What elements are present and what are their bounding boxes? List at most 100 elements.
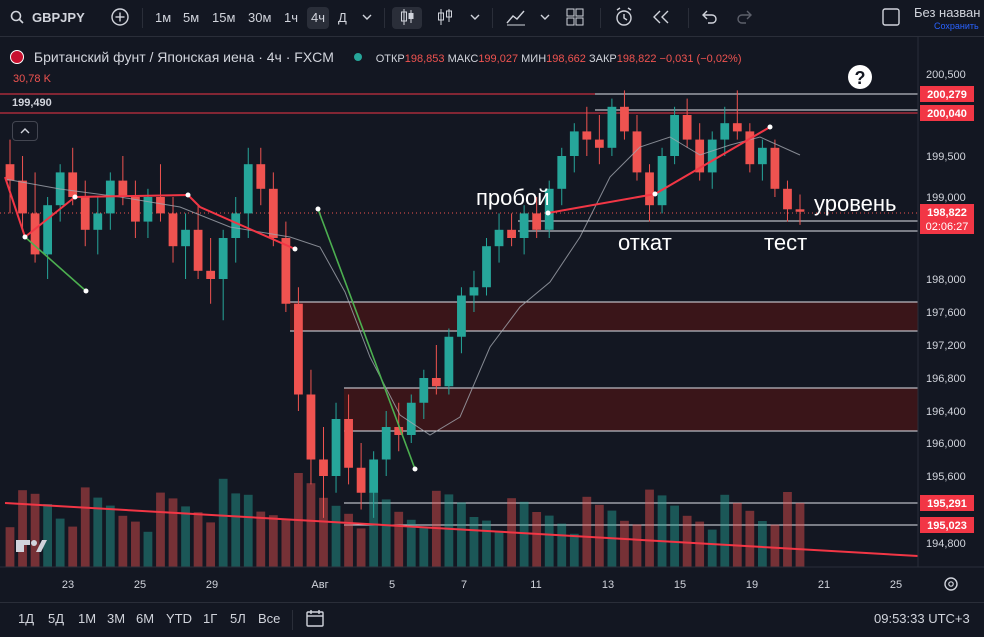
badge-200279 [920, 86, 974, 102]
candle-body [356, 467, 366, 493]
candle-body [532, 213, 542, 230]
candle-body [319, 459, 328, 476]
interval-1h[interactable]: 1ч [284, 10, 299, 25]
volume-bar [93, 497, 103, 567]
candle-body [294, 303, 303, 395]
candle-body [306, 394, 316, 460]
volume-bar [356, 528, 366, 567]
interval-30m[interactable]: 30м [248, 10, 272, 25]
range-1d[interactable]: 1Д [18, 611, 35, 626]
candle-body [620, 106, 629, 132]
volume-bar [168, 498, 178, 567]
badge-200040 [920, 105, 974, 121]
chart-area[interactable]: пробой откат тест уровень ? 200,500 200,0… [0, 37, 984, 602]
candle-body [720, 123, 730, 140]
symbol-search-button[interactable]: GBPJPY [32, 10, 85, 25]
chart-style-chevron-icon[interactable] [540, 7, 550, 29]
candle-body [582, 131, 592, 140]
svg-text:198,822: 198,822 [927, 207, 967, 219]
interval-15m[interactable]: 15м [212, 10, 236, 25]
candle-body [181, 229, 190, 247]
candle-body [444, 336, 454, 387]
replay-icon[interactable] [652, 7, 670, 29]
volume-bar [256, 511, 266, 567]
candles-chart-type-icon[interactable] [392, 7, 422, 29]
range-6m[interactable]: 6М [136, 611, 155, 626]
change-value: −0,031 (−0,02%) [659, 53, 742, 65]
range-3m[interactable]: 3М [107, 611, 126, 626]
indicators-chevron-icon[interactable] [470, 7, 480, 29]
volume-bar [720, 494, 730, 567]
calendar-goto-icon[interactable] [305, 608, 325, 631]
candle-body [695, 139, 705, 173]
volume-bar [707, 529, 717, 567]
time-tick-label: 21 [818, 579, 830, 591]
layout-name[interactable]: Без назван [914, 5, 981, 20]
interval-dropdown-chevron-icon[interactable] [362, 7, 372, 29]
volume-bar [469, 517, 479, 567]
volume-bar [319, 497, 328, 567]
time-tick-label: 23 [62, 579, 74, 591]
time-tick-label: 25 [890, 579, 902, 591]
price-chart[interactable]: пробой откат тест уровень ? 200,500 200,0… [0, 37, 984, 602]
volume-bar [682, 515, 692, 567]
interval-1d[interactable]: Д [338, 10, 347, 25]
volume-bar [770, 524, 780, 567]
candle-body [381, 427, 391, 460]
range-1m[interactable]: 1М [78, 611, 97, 626]
bottombar-divider [292, 610, 293, 630]
candle-body [18, 180, 27, 214]
line-value-label: 199,490 [4, 95, 68, 111]
interval-1m[interactable]: 1м [155, 10, 172, 25]
redo-icon[interactable] [736, 7, 754, 29]
collapse-legend-button[interactable] [12, 121, 38, 141]
range-ytd[interactable]: YTD [166, 611, 192, 626]
toolbar-divider [688, 8, 689, 28]
layout-square-icon[interactable] [882, 7, 900, 29]
candle-body [344, 419, 353, 468]
volume-bar [206, 522, 216, 567]
bottom-toolbar: 1Д 5Д 1М 3М 6М YTD 1Г 5Л Все 09:53:33 UT… [0, 602, 984, 637]
undo-icon[interactable] [700, 7, 718, 29]
volume-bar [594, 504, 604, 567]
volume-bar [532, 512, 542, 567]
annotation-pullback: откат [618, 230, 672, 255]
long-support-trendline [4, 502, 919, 557]
alert-clock-icon[interactable] [614, 7, 634, 29]
chart-legend: Британский фунт / Японская иена · 4ч · F… [10, 49, 742, 65]
save-status[interactable]: Сохранить [934, 21, 979, 31]
volume-bar [43, 504, 53, 567]
range-all[interactable]: Все [258, 611, 281, 626]
compare-add-icon[interactable] [110, 7, 130, 29]
indicators-icon[interactable] [436, 7, 454, 29]
range-1y[interactable]: 1Г [203, 611, 218, 626]
candle-body [594, 139, 604, 148]
volume-bar [645, 489, 654, 567]
price-tick-label: 198,000 [926, 274, 966, 286]
candle-body [507, 229, 516, 238]
help-question-icon[interactable]: ? [848, 65, 872, 89]
range-5y[interactable]: 5Л [230, 611, 246, 626]
interval-4h[interactable]: 4ч [307, 7, 330, 29]
high-label: МАКС [447, 53, 479, 65]
time-tick-label: 11 [530, 579, 541, 591]
search-icon[interactable] [10, 7, 24, 29]
volume-bar [482, 520, 491, 567]
green-trend-line-drop [317, 208, 416, 470]
candle-body [670, 115, 679, 156]
volume-bar [80, 487, 90, 567]
volume-bar [118, 515, 128, 567]
top-toolbar: GBPJPY 1м 5м 15м 30м 1ч 4ч Д [0, 0, 984, 37]
time-axis[interactable]: 23 25 29 Авг 5 7 11 13 15 19 21 25 [62, 579, 902, 591]
volume-bar [745, 510, 755, 567]
chart-style-icon[interactable] [506, 7, 526, 29]
utc-clock[interactable]: 09:53:33 UTC+3 [874, 611, 970, 626]
time-tick-label: 15 [674, 579, 686, 591]
interval-5m[interactable]: 5м [183, 10, 200, 25]
settings-gear-icon[interactable] [944, 577, 958, 591]
layout-grid-icon[interactable] [566, 7, 584, 29]
symbol-title[interactable]: Британский фунт / Японская иена · 4ч · F… [33, 49, 334, 65]
candle-body [569, 131, 579, 156]
current-price-badge [920, 204, 974, 234]
range-5d[interactable]: 5Д [48, 611, 65, 626]
